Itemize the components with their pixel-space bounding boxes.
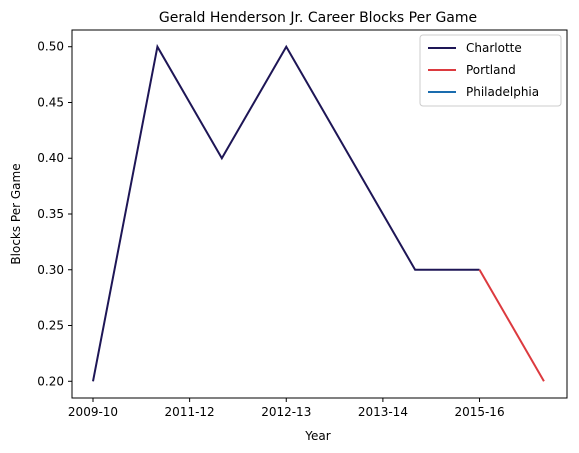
x-tick-label: 2012-13 [261,405,311,419]
y-axis-label: Blocks Per Game [9,163,23,264]
x-axis-label: Year [304,429,330,443]
legend: Charlotte Portland Philadelphia [419,34,562,107]
y-tick-label: 0.35 [37,207,64,221]
x-tick-label: 2011-12 [165,405,215,419]
y-tick-label: 0.45 [37,95,64,109]
x-tick-label: 2015-16 [454,405,504,419]
y-tick-label: 0.50 [37,40,64,54]
x-axis: 2009-10 2011-12 2012-13 2013-14 2015-16 [68,398,505,419]
y-tick-label: 0.20 [37,374,64,388]
y-tick-label: 0.25 [37,319,64,333]
legend-label-charlotte: Charlotte [466,41,522,55]
x-tick-label: 2009-10 [68,405,118,419]
legend-label-portland: Portland [466,63,516,77]
series-line-charlotte [92,43,480,382]
series-line-portland [478,269,545,382]
chart-title: Gerald Henderson Jr. Career Blocks Per G… [159,10,477,26]
y-tick-label: 0.40 [37,151,64,165]
y-axis: 0.20 0.25 0.30 0.35 0.40 0.45 0.50 [37,40,72,388]
x-tick-label: 2013-14 [358,405,408,419]
y-tick-label: 0.30 [37,263,64,277]
legend-label-philadelphia: Philadelphia [466,85,539,99]
legend-box [419,34,562,107]
series-layer [92,43,545,382]
